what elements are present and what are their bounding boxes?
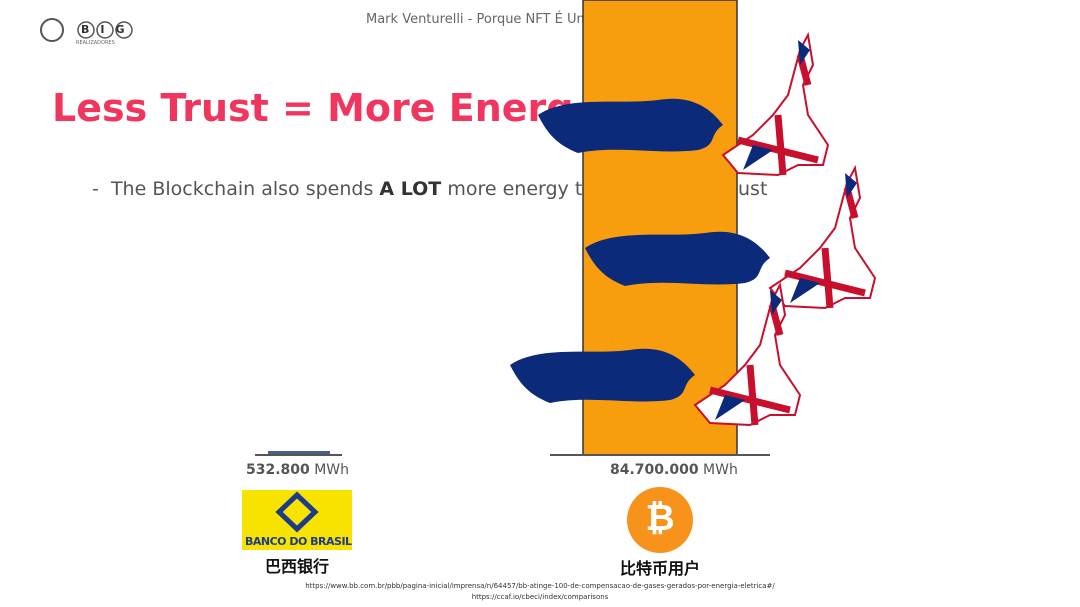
footnote: https://ccaf.io/cbeci/index/comparisons <box>471 593 609 601</box>
logo-text: BIG <box>81 23 136 36</box>
bullet-text: The Blockchain also spends <box>110 178 374 200</box>
logo: BIG REALIZADORES <box>38 10 133 50</box>
bitcoin-symbol: ₿ <box>645 498 675 539</box>
bank-bar <box>268 451 330 455</box>
presenter: Mark Venturelli - Porque NFT É Um <box>366 12 590 27</box>
bullet-text: more energy t <box>447 178 583 200</box>
bitcoin-logo <box>627 487 693 553</box>
unit: MWh <box>703 462 738 478</box>
bullet: - The Blockchain also spends A LOT more … <box>92 178 582 200</box>
bullet-emphasis: A LOT <box>379 178 442 200</box>
value: 84.700.000 <box>610 462 699 478</box>
footnote: https://www.bb.com.br/pbb/pagina-inicial… <box>305 582 775 590</box>
unit: MWh <box>314 462 350 478</box>
bank-logo-text: BANCO DO BRASIL <box>245 535 352 548</box>
bank-label: 巴西银行 <box>264 557 329 576</box>
title: Less Trust = More Energ <box>52 86 574 130</box>
bullet-marker: - <box>92 178 99 200</box>
bitcoin-label: 比特币用户 <box>619 559 700 578</box>
logo-subtext: REALIZADORES <box>76 40 115 46</box>
bank-value: 532.800 MWh <box>246 462 349 478</box>
value: 532.800 <box>246 462 310 478</box>
logo-icon <box>40 18 133 42</box>
bank-logo <box>242 490 352 550</box>
bitcoin-value: 84.700.000 MWh <box>610 462 738 478</box>
bullet-text: ust <box>738 178 768 200</box>
